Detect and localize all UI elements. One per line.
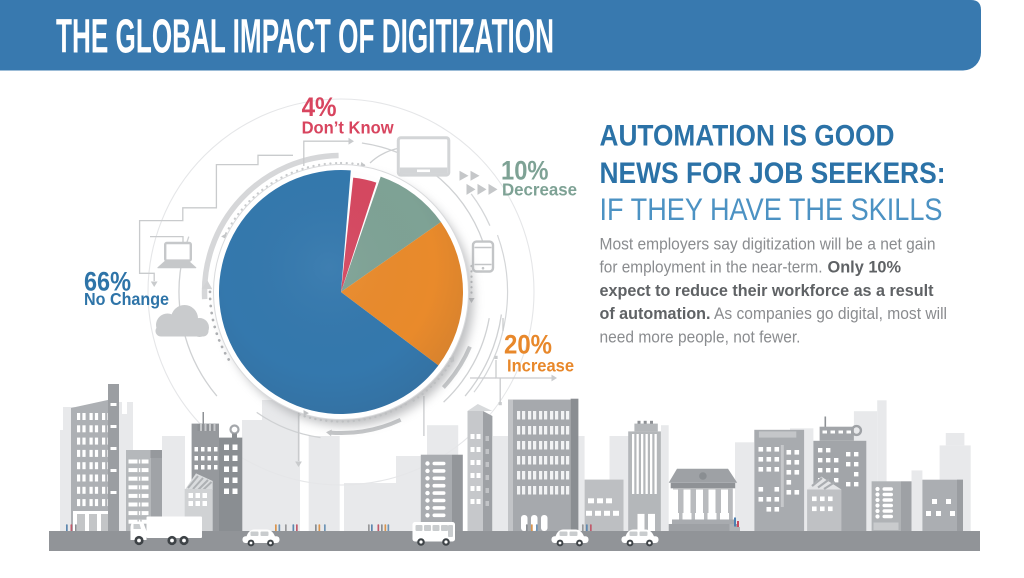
svg-text:66%: 66% — [84, 267, 131, 297]
svg-text:Increase: Increase — [507, 356, 574, 376]
svg-text:THE GLOBAL IMPACT OF DIGITIZAT: THE GLOBAL IMPACT OF DIGITIZATION — [56, 11, 554, 64]
svg-text:20%: 20% — [504, 330, 552, 360]
svg-text:for employment in the near-ter: for employment in the near-term. — [600, 259, 823, 277]
svg-text:No Change: No Change — [84, 289, 169, 309]
svg-text:10%: 10% — [501, 156, 549, 186]
svg-text:expect to reduce their workfor: expect to reduce their workforce as a re… — [600, 282, 934, 300]
svg-text:Only 10%: Only 10% — [828, 259, 902, 277]
svg-text:AUTOMATION IS GOOD: AUTOMATION IS GOOD — [600, 120, 895, 153]
svg-text:of automation.: of automation. — [600, 305, 711, 323]
svg-text:IF THEY HAVE THE SKILLS: IF THEY HAVE THE SKILLS — [600, 191, 943, 227]
svg-text:need more people, not fewer.: need more people, not fewer. — [600, 328, 801, 346]
svg-text:NEWS FOR JOB SEEKERS:: NEWS FOR JOB SEEKERS: — [600, 157, 946, 190]
svg-text:Decrease: Decrease — [502, 180, 577, 200]
svg-text:4%: 4% — [302, 92, 337, 122]
svg-text:Most employers say digitizatio: Most employers say digitization will be … — [600, 236, 936, 254]
svg-text:Don’t Know: Don’t Know — [302, 118, 394, 138]
svg-text:As companies go digital, most: As companies go digital, most will — [714, 305, 947, 323]
